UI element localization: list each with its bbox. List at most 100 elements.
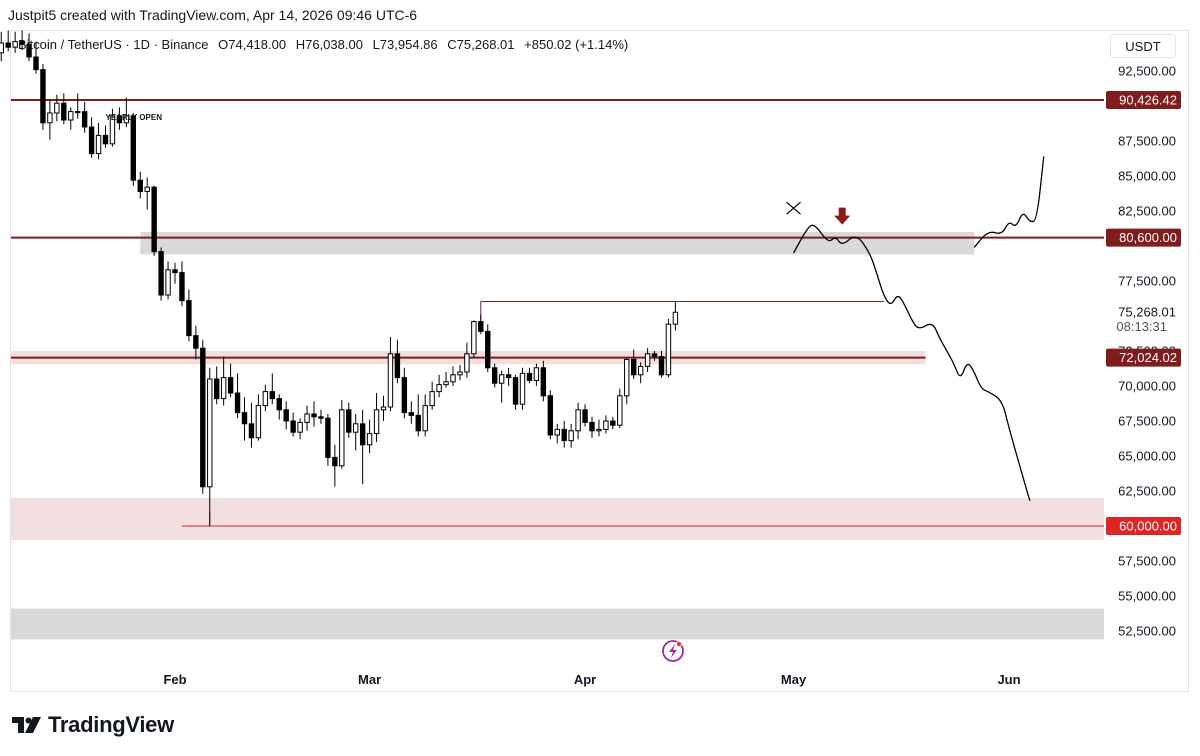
y-tick-label: 70,000.00 bbox=[1118, 379, 1176, 394]
horizontal-levels bbox=[11, 99, 1104, 527]
candle-body-85 bbox=[547, 395, 553, 436]
candle-body-56 bbox=[346, 409, 352, 433]
chart-credit: Justpit5 created with TradingView.com, A… bbox=[8, 7, 418, 23]
candle-body-20 bbox=[95, 134, 102, 155]
candle-body-81 bbox=[519, 372, 526, 405]
x-tick-label: May bbox=[781, 672, 807, 687]
candle-body-97 bbox=[631, 358, 637, 376]
candle-body-16 bbox=[68, 111, 74, 121]
candle-body-99 bbox=[644, 353, 651, 367]
candle-body-70 bbox=[443, 381, 449, 386]
tradingview-logo[interactable]: TradingView bbox=[12, 712, 174, 738]
y-tick-label: 62,500.00 bbox=[1118, 484, 1176, 499]
candle-body-72 bbox=[457, 371, 463, 376]
high-value: H76,038.00 bbox=[295, 37, 363, 52]
candle-body-76 bbox=[485, 330, 491, 369]
candle-body-75 bbox=[478, 321, 484, 332]
candle-body-48 bbox=[290, 420, 296, 433]
candle-body-36 bbox=[207, 378, 213, 488]
y-tick-label: 57,500.00 bbox=[1118, 554, 1176, 569]
time-axis[interactable]: Feb Mar Apr May Jun bbox=[163, 672, 1020, 687]
candle-body-43 bbox=[255, 405, 262, 439]
currency-selector[interactable]: USDT bbox=[1110, 34, 1176, 58]
candle-body-87 bbox=[561, 428, 567, 442]
candlestick-series bbox=[0, 30, 679, 526]
zone-2 bbox=[11, 498, 1104, 540]
projection-path-down bbox=[792, 224, 1031, 501]
x-tick-label: Apr bbox=[574, 672, 596, 687]
candle-body-45 bbox=[269, 391, 276, 400]
price-tag-bg bbox=[1106, 91, 1181, 110]
x-tick-label: Jun bbox=[997, 672, 1020, 687]
y-tick-label: 85,000.00 bbox=[1118, 169, 1176, 184]
candle-body-28 bbox=[151, 186, 157, 253]
down-arrow-icon bbox=[834, 207, 851, 225]
candle-body-103 bbox=[672, 311, 679, 325]
x-tick-label: Feb bbox=[163, 672, 186, 687]
candle-body-77 bbox=[492, 367, 498, 384]
candle-body-61 bbox=[380, 406, 387, 411]
candle-body-29 bbox=[158, 251, 164, 296]
candle-body-62 bbox=[387, 353, 394, 408]
price-tag-label: 90,426.42 bbox=[1119, 93, 1177, 108]
candle-body-47 bbox=[283, 409, 289, 422]
lightning-icon[interactable] bbox=[662, 640, 684, 662]
zone-0 bbox=[140, 232, 975, 255]
projection-drawings bbox=[792, 156, 1045, 501]
price-tag-label: 80,600.00 bbox=[1119, 230, 1177, 245]
candle-body-71 bbox=[450, 374, 456, 383]
candle-body-100 bbox=[651, 353, 658, 358]
candle-body-33 bbox=[186, 300, 192, 337]
candle-body-93 bbox=[603, 420, 609, 430]
price-axis[interactable]: 92,500.00 87,500.00 85,000.00 82,500.00 77,5… bbox=[1106, 64, 1181, 639]
candle-body-42 bbox=[248, 423, 255, 439]
candle-body-39 bbox=[227, 377, 234, 394]
candle-body-59 bbox=[366, 433, 373, 446]
candle-body-12 bbox=[40, 69, 46, 124]
candle-body-80 bbox=[512, 377, 519, 405]
candle-body-95 bbox=[617, 395, 623, 426]
candle-body-51 bbox=[311, 413, 317, 418]
candle-body-86 bbox=[554, 428, 560, 436]
candle-body-21 bbox=[102, 134, 109, 145]
candle-body-94 bbox=[610, 420, 616, 426]
price-tag-bg bbox=[1106, 348, 1181, 367]
y-tick-label: 87,500.00 bbox=[1118, 134, 1176, 149]
candle-body-49 bbox=[297, 421, 303, 433]
candle-body-64 bbox=[401, 377, 408, 414]
candle-body-6 bbox=[0, 42, 4, 54]
candle-body-40 bbox=[234, 392, 241, 414]
candle-body-53 bbox=[325, 417, 331, 458]
y-tick-label: 67,500.00 bbox=[1118, 414, 1176, 429]
candle-body-60 bbox=[373, 409, 380, 435]
symbol-label[interactable]: Bitcoin / TetherUS · 1D · Binance bbox=[18, 37, 209, 52]
candle-body-18 bbox=[81, 111, 88, 128]
candle-body-69 bbox=[436, 384, 442, 393]
candle-body-26 bbox=[137, 179, 143, 192]
chart-canvas[interactable]: YEARLY OPEN 92,500.00 87,500.00 85,000.00 8… bbox=[0, 0, 1200, 700]
cross-marker bbox=[786, 201, 801, 215]
candle-body-19 bbox=[88, 126, 95, 155]
yearly-open-label: YEARLY OPEN bbox=[106, 113, 163, 122]
candle-body-79 bbox=[505, 374, 512, 379]
candle-body-13 bbox=[47, 112, 53, 124]
candle-body-52 bbox=[318, 416, 324, 419]
candle-body-37 bbox=[214, 378, 220, 400]
candle-body-66 bbox=[415, 414, 421, 432]
candle-body-58 bbox=[359, 423, 366, 446]
candle-body-34 bbox=[193, 335, 199, 349]
candle-body-8 bbox=[12, 41, 18, 48]
y-tick-label: 82,500.00 bbox=[1118, 204, 1176, 219]
candle-body-41 bbox=[241, 412, 248, 425]
close-value: C75,268.01 bbox=[447, 37, 515, 52]
price-tag-label: 60,000.00 bbox=[1119, 519, 1177, 534]
countdown-label: 08:13:31 bbox=[1116, 319, 1167, 334]
candle-body-44 bbox=[262, 391, 269, 407]
candle-body-54 bbox=[332, 456, 338, 467]
candle-body-31 bbox=[172, 269, 178, 274]
candle-body-38 bbox=[220, 377, 227, 400]
tradingview-logo-text: TradingView bbox=[48, 712, 174, 737]
candle-body-55 bbox=[339, 409, 345, 467]
y-tick-label: 92,500.00 bbox=[1118, 64, 1176, 79]
candle-body-17 bbox=[75, 111, 81, 114]
